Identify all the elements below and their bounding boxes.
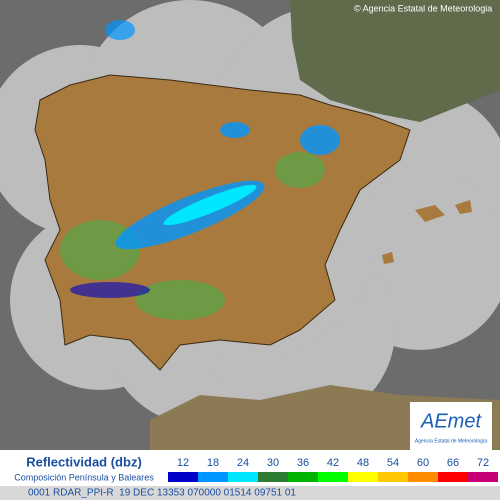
scale-swatch — [468, 472, 498, 482]
lowlands — [60, 152, 325, 320]
scale-swatch — [228, 472, 258, 482]
scale-label: 54 — [387, 457, 399, 469]
scale-swatch — [168, 472, 198, 482]
legend-title: Reflectividad (dbz) — [26, 454, 142, 469]
legend-subtitle: Composición Península y Baleares — [14, 472, 154, 482]
scale-swatch — [198, 472, 228, 482]
scale-label: 24 — [237, 457, 249, 469]
radar-echoes — [70, 20, 340, 298]
logo-box — [410, 402, 492, 450]
status-text: 0001 RDAR_PPI-R 19 DEC 13353 070000 0151… — [28, 488, 296, 499]
scale-label: 18 — [207, 457, 219, 469]
scale-label: 12 — [177, 457, 189, 469]
france — [290, 0, 500, 122]
scale-swatch — [408, 472, 438, 482]
scale-label: 36 — [297, 457, 309, 469]
scale-label: 66 — [447, 457, 459, 469]
scale-swatch — [288, 472, 318, 482]
scale-swatch — [438, 472, 468, 482]
status-bar — [0, 486, 500, 500]
legend-scale: 12 18 24 30 36 42 48 54 60 66 72 — [168, 457, 498, 482]
scale-swatch — [258, 472, 288, 482]
logo-subtitle: Agencia Estatal de Meteorología — [415, 438, 487, 444]
scale-label: 60 — [417, 457, 429, 469]
scale-swatch — [378, 472, 408, 482]
scale-swatch — [348, 472, 378, 482]
scale-label: 42 — [327, 457, 339, 469]
scale-label: 72 — [477, 457, 489, 469]
islands — [382, 200, 472, 264]
scale-label: 30 — [267, 457, 279, 469]
scale-label: 48 — [357, 457, 369, 469]
copyright: © Agencia Estatal de Meteorologia — [354, 3, 492, 13]
scale-swatch — [318, 472, 348, 482]
logo-name: AEmet — [420, 410, 482, 432]
